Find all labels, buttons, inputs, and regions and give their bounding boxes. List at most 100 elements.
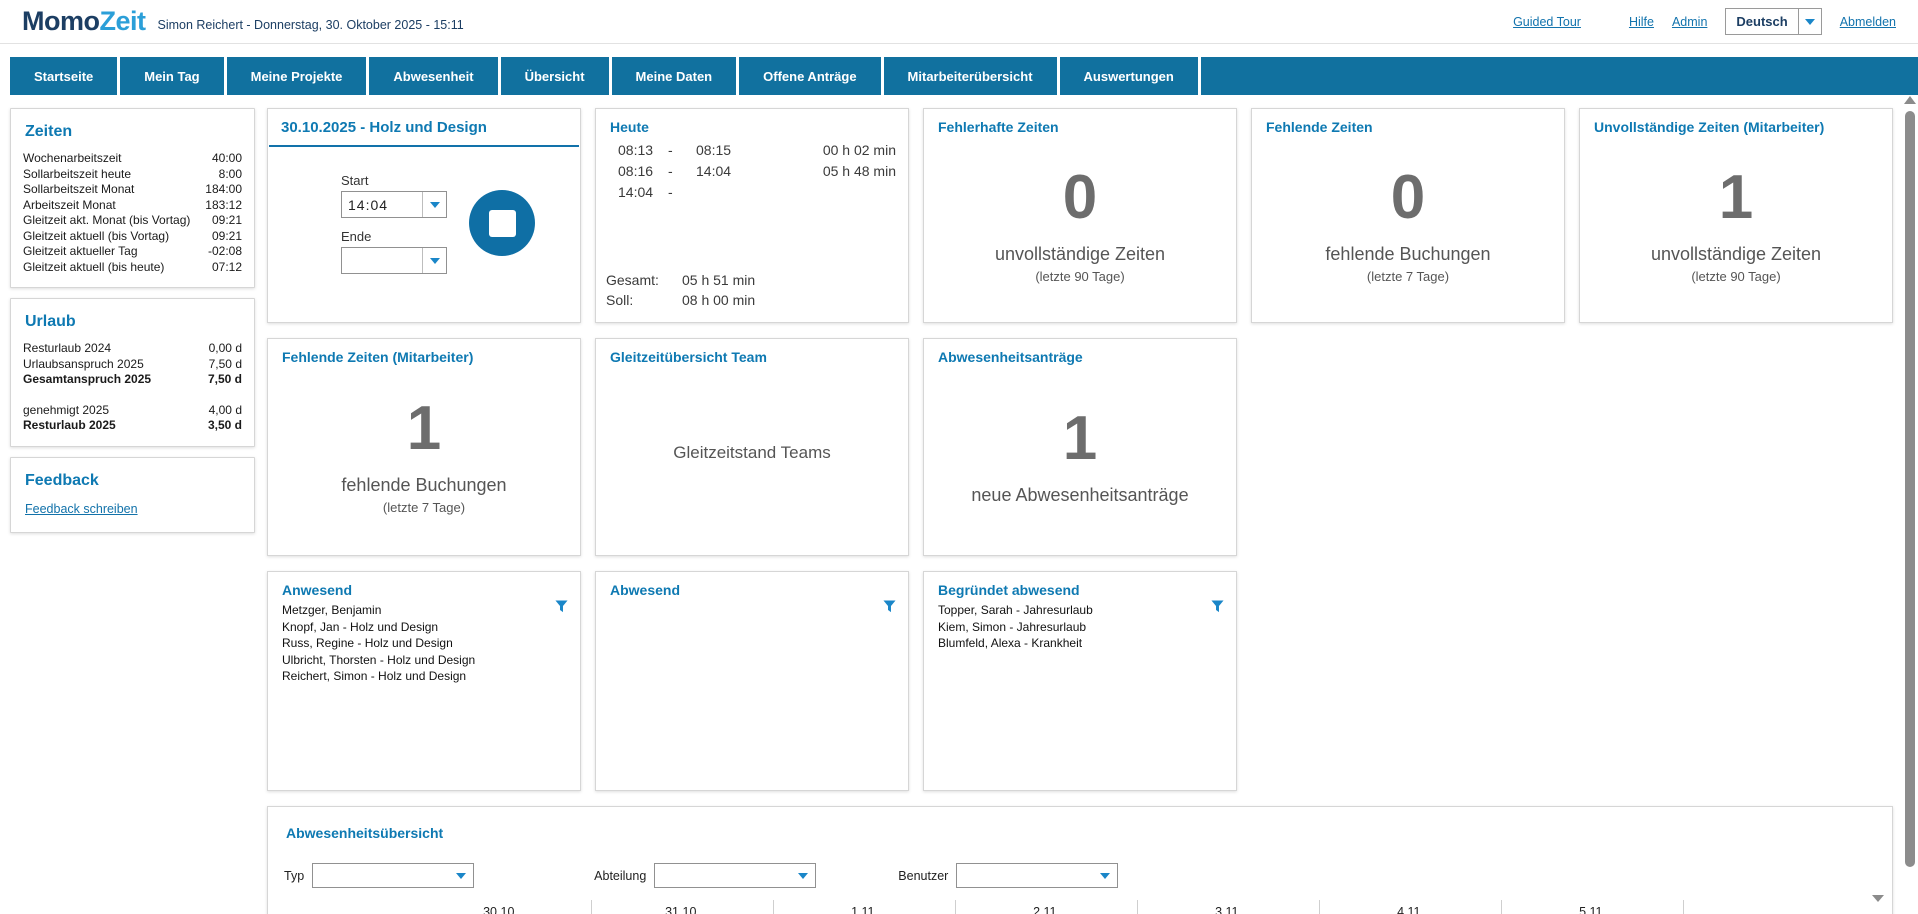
stat-label: Resturlaub 2025: [23, 418, 116, 432]
nav-tab[interactable]: Mein Tag: [120, 57, 224, 95]
stop-icon: [488, 209, 516, 237]
vacation-stat-row: Gesamtanspruch 2025 7,50 d: [23, 372, 242, 388]
time-stat-row: Gleitzeit akt. Monat (bis Vortag) 09:21: [23, 213, 242, 229]
stat-label: Gleitzeit akt. Monat (bis Vortag): [23, 213, 191, 227]
date-column-header: 1.11.: [774, 900, 956, 914]
card-title: Fehlende Zeiten (Mitarbeiter): [282, 349, 474, 365]
benutzer-select[interactable]: [956, 863, 1119, 888]
language-select[interactable]: Deutsch: [1725, 8, 1822, 35]
error-count: 0: [1062, 162, 1098, 232]
stat-label: Arbeitszeit Monat: [23, 197, 116, 212]
vacation-stat-row: Urlaubsanspruch 2025 7,50 d: [23, 357, 242, 373]
start-time-dropdown-icon[interactable]: [422, 192, 446, 217]
stat-value: 7,50 d: [208, 356, 242, 371]
urlaub-rows: Resturlaub 2024 0,00 d Urlaubsanspruch 2…: [23, 341, 242, 434]
card-title: Fehlerhafte Zeiten: [938, 119, 1059, 135]
time-entries: 08:13 - 08:15 00 h 02 min 08:16 - 14:04 …: [596, 135, 908, 203]
card-title: Abwesenheitsanträge: [938, 349, 1083, 365]
language-selected-value: Deutsch: [1736, 14, 1788, 29]
stat-value: 07:12: [211, 259, 242, 274]
stat-label: Sollarbeitszeit heute: [23, 166, 132, 181]
time-entry-row: 08:16 - 14:04 05 h 48 min: [618, 161, 896, 182]
guided-tour-link[interactable]: Guided Tour: [1513, 14, 1581, 29]
help-link[interactable]: Hilfe: [1628, 14, 1654, 29]
end-time-field: [341, 247, 447, 274]
card-title: Gleitzeitübersicht Team: [610, 349, 767, 365]
fehlerhafte-zeiten-card: Fehlerhafte Zeiten 0 unvollständige Zeit…: [923, 108, 1237, 323]
stat-label: Wochenarbeitszeit: [23, 151, 122, 165]
start-time-input[interactable]: [342, 192, 422, 217]
stat-value: -02:08: [207, 244, 242, 258]
filter-icon[interactable]: [1211, 600, 1224, 618]
heute-card: Heute 08:13 - 08:15 00 h 02 min 08:16 - …: [595, 108, 909, 323]
nav-tab[interactable]: Auswertungen: [1059, 57, 1198, 95]
admin-link[interactable]: Admin: [1671, 14, 1708, 29]
nav-tab[interactable]: Startseite: [10, 57, 118, 95]
person-item: Kiem, Simon - Jahresurlaub: [938, 619, 1087, 634]
scrollbar-thumb[interactable]: [1904, 111, 1915, 867]
stat-line1: unvollständige Zeiten: [994, 243, 1166, 264]
stat-value: 40:00: [211, 151, 242, 165]
chevron-down-icon[interactable]: [1797, 9, 1821, 34]
time-stat-row: Gleitzeit aktuell (bis Vortag) 09:21: [23, 229, 242, 245]
feedback-panel: Feedback Feedback schreiben: [10, 456, 255, 533]
gesamt-value: 05 h 51 min: [682, 272, 756, 288]
app-logo[interactable]: MomoZeit: [22, 6, 146, 37]
stat-value: 7,50 d: [207, 372, 242, 386]
gesamt-label: Gesamt:: [606, 272, 659, 288]
stat-value: 09:21: [211, 213, 242, 227]
absence-overview-title: Abwesenheitsübersicht: [286, 825, 444, 841]
start-time-field: [341, 191, 447, 218]
stat-line2: (letzte 90 Tage): [1691, 268, 1781, 284]
typ-select[interactable]: [312, 863, 475, 888]
person-item: Metzger, Benjamin: [282, 603, 382, 617]
scrollbar-up-icon[interactable]: [1903, 96, 1916, 104]
logout-link[interactable]: Abmelden: [1839, 14, 1896, 29]
nav-tab[interactable]: Übersicht: [500, 57, 609, 95]
end-time-dropdown-icon[interactable]: [422, 248, 446, 273]
nav-tab[interactable]: Offene Anträge: [739, 57, 881, 95]
absence-calendar-header: Name 30.10. 31.10. 1.11. 2.11. 3.11. 4.1…: [280, 900, 1880, 914]
heute-title: Heute: [610, 119, 649, 135]
filter-icon[interactable]: [883, 600, 896, 618]
main-navigation: Startseite Mein Tag Meine Projekte Abwes…: [0, 57, 1918, 95]
begruendet-abwesend-card: Begründet abwesend Topper, Sarah - Jahre…: [923, 571, 1237, 791]
card-title: Begründet abwesend: [938, 582, 1080, 598]
filter-icon[interactable]: [555, 600, 568, 618]
start-label: Start: [341, 173, 369, 188]
date-column-header: 5.11.: [1502, 900, 1684, 914]
gleitzeitstand-teams-link[interactable]: Gleitzeitstand Teams: [673, 443, 831, 462]
stat-value: 8:00: [218, 166, 242, 181]
excused-absent-list: Topper, Sarah - Jahresurlaub Kiem, Simon …: [924, 598, 1236, 652]
table-scroll-down-icon[interactable]: [1872, 895, 1884, 902]
nav-tab[interactable]: Abwesenheit: [369, 57, 498, 95]
abwesenheitsuebersicht-panel: Abwesenheitsübersicht Typ Abteilung Benu…: [267, 806, 1893, 914]
time-tracking-card: 30.10.2025 - Holz und Design Start Ende: [267, 108, 581, 323]
time-entry-row: 14:04 -: [618, 182, 896, 203]
end-time-input[interactable]: [342, 248, 422, 273]
zeiten-rows: Wochenarbeitszeit 40:00 Sollarbeitszeit …: [23, 151, 242, 275]
top-header: MomoZeit Simon Reichert - Donnerstag, 30…: [0, 0, 1918, 44]
absence-filters: Typ Abteilung Benutzer: [284, 863, 1880, 888]
stat-line2: (letzte 7 Tage): [382, 500, 466, 515]
time-stat-row: Gleitzeit aktueller Tag -02:08: [23, 244, 242, 260]
date-columns: 30.10. 31.10. 1.11. 2.11. 3.11. 4.11. 5.…: [410, 900, 1684, 914]
user-date-info: Simon Reichert - Donnerstag, 30. Oktober…: [157, 17, 464, 32]
nav-tab[interactable]: Mitarbeiterübersicht: [883, 57, 1057, 95]
missing-count: 0: [1390, 162, 1426, 232]
nav-tab[interactable]: Meine Daten: [611, 57, 737, 95]
card-title: Abwesend: [610, 582, 681, 598]
abteilung-select[interactable]: [654, 863, 817, 888]
stat-label: Resturlaub 2024: [23, 341, 112, 355]
person-item: Topper, Sarah - Jahresurlaub: [938, 603, 1093, 617]
vertical-scrollbar[interactable]: [1902, 96, 1917, 914]
chevron-down-icon: [798, 872, 809, 879]
stat-label: Gleitzeit aktuell (bis Vortag): [23, 228, 170, 243]
tracking-card-title: 30.10.2025 - Holz und Design: [269, 109, 579, 147]
nav-tab[interactable]: Meine Projekte: [226, 57, 367, 95]
stat-label: Gleitzeit aktuell (bis heute): [23, 259, 165, 274]
stat-line2: (letzte 90 Tage): [1035, 268, 1125, 284]
stop-timer-button[interactable]: [469, 190, 535, 256]
write-feedback-link[interactable]: Feedback schreiben: [25, 501, 138, 516]
chevron-down-icon: [456, 872, 467, 879]
